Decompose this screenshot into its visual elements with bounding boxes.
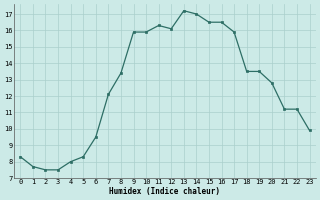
X-axis label: Humidex (Indice chaleur): Humidex (Indice chaleur) bbox=[109, 187, 220, 196]
